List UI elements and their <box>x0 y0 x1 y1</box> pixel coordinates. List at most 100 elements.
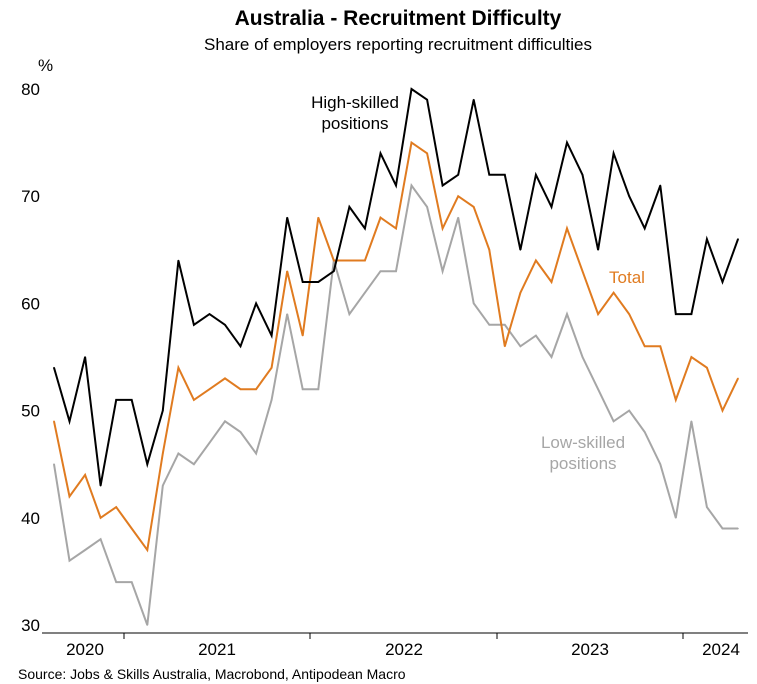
data-point-total <box>535 259 537 262</box>
series-labels: High-skilled positions Total Low-skilled pos… <box>311 93 645 473</box>
data-point-low <box>519 345 522 348</box>
data-point-high <box>68 420 71 423</box>
data-point-high <box>457 173 459 176</box>
data-point-low <box>146 624 149 626</box>
data-point-low <box>317 388 320 390</box>
data-point-high <box>612 152 615 155</box>
data-point-low <box>737 527 739 530</box>
data-point-high <box>628 195 630 197</box>
data-point-total <box>239 388 242 390</box>
x-tick-label: 2020 <box>66 640 104 659</box>
series-lines <box>53 87 739 626</box>
data-point-high <box>84 356 86 358</box>
x-tick-label: 2023 <box>571 640 609 659</box>
data-point-total <box>410 141 413 144</box>
data-point-high <box>597 249 599 251</box>
data-point-low <box>566 313 568 315</box>
data-point-total <box>426 152 428 155</box>
data-point-total <box>162 452 164 455</box>
data-point-high <box>721 281 724 283</box>
data-point-low <box>99 538 102 541</box>
data-point-total <box>379 216 382 219</box>
data-point-high <box>566 141 568 144</box>
data-point-total <box>472 206 475 208</box>
data-point-high <box>162 409 164 412</box>
series-line-low <box>53 183 738 626</box>
data-point-total <box>659 345 662 348</box>
data-point-total <box>706 366 708 369</box>
data-point-total <box>690 356 693 358</box>
data-point-total <box>612 291 615 294</box>
data-point-total <box>441 227 444 230</box>
data-point-high <box>130 399 133 401</box>
y-tick-label: 40 <box>21 509 40 528</box>
data-point-low <box>675 517 677 519</box>
data-point-total <box>457 195 459 197</box>
data-point-total <box>115 506 117 508</box>
data-point-total <box>270 366 273 369</box>
data-point-high <box>115 399 117 401</box>
series-label-high: positions <box>321 114 388 133</box>
y-tick-label: 80 <box>21 80 40 99</box>
data-point-high <box>690 313 693 315</box>
data-point-total <box>597 313 599 315</box>
data-point-low <box>597 388 599 390</box>
data-point-total <box>224 377 226 380</box>
data-point-high <box>364 227 366 230</box>
data-point-high <box>146 463 149 466</box>
y-axis-label: % <box>38 56 53 75</box>
data-point-total <box>364 259 366 262</box>
series-label-low: positions <box>549 454 616 473</box>
y-tick-label: 30 <box>21 616 40 635</box>
y-axis: 30 40 50 60 70 80 <box>21 80 40 635</box>
data-point-low <box>550 356 553 358</box>
data-point-low <box>224 420 226 423</box>
x-axis: 2020 2021 2022 2023 2024 <box>42 632 748 659</box>
data-point-total <box>737 377 739 380</box>
chart-title: Australia - Recruitment Difficulty <box>235 7 562 30</box>
data-point-low <box>721 527 724 530</box>
data-point-total <box>504 345 506 348</box>
data-point-low <box>659 463 662 466</box>
data-point-low <box>177 452 180 455</box>
data-point-high <box>99 484 102 487</box>
data-point-total <box>84 474 86 476</box>
data-point-low <box>581 356 584 358</box>
data-point-total <box>628 313 630 315</box>
data-point-high <box>317 281 320 283</box>
data-point-low <box>426 206 428 208</box>
data-point-high <box>53 366 55 369</box>
data-point-high <box>333 270 335 273</box>
data-point-low <box>410 184 413 187</box>
data-point-total <box>193 399 195 401</box>
data-point-low <box>535 334 537 337</box>
data-point-high <box>504 173 506 176</box>
x-tick-label: 2024 <box>702 640 740 659</box>
data-point-low <box>364 291 366 294</box>
source-note: Source: Jobs & Skills Australia, Macrobo… <box>18 666 406 682</box>
data-point-high <box>255 302 257 305</box>
data-point-low <box>130 581 133 583</box>
data-point-low <box>301 388 304 390</box>
series-line-total <box>53 140 739 553</box>
data-point-total <box>130 527 133 530</box>
data-point-low <box>348 313 351 315</box>
data-point-total <box>721 409 724 412</box>
y-tick-label: 60 <box>21 294 40 313</box>
y-tick-label: 70 <box>21 187 40 206</box>
data-point-low <box>193 463 195 466</box>
data-point-high <box>519 249 522 251</box>
series-label-total: Total <box>609 268 645 287</box>
data-point-high <box>286 216 288 219</box>
data-point-high <box>193 324 195 326</box>
data-point-total <box>519 291 522 294</box>
data-point-low <box>53 463 55 466</box>
data-point-total <box>68 495 71 498</box>
data-point-total <box>99 517 102 519</box>
data-point-total <box>177 366 180 369</box>
data-point-total <box>348 259 351 262</box>
data-point-low <box>255 452 257 455</box>
data-point-low <box>643 431 646 433</box>
data-point-low <box>68 559 71 562</box>
data-point-high <box>643 227 646 230</box>
